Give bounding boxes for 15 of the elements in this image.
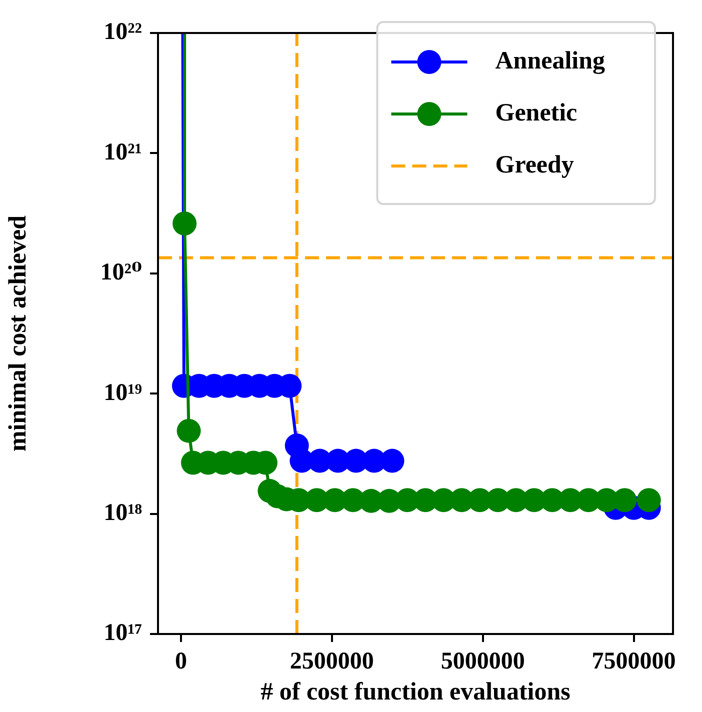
y-tick-label: 10¹⁹ — [104, 380, 142, 406]
x-tick-label: 5000000 — [440, 648, 525, 675]
legend-label: Genetic — [495, 99, 578, 126]
x-axis-title: # of cost function evaluations — [260, 678, 571, 706]
legend-label: Greedy — [495, 151, 574, 178]
y-tick-label: 10²² — [104, 19, 142, 46]
x-tick-label: 7500000 — [592, 648, 676, 675]
x-tick-label: 2500000 — [290, 648, 374, 675]
y-axis-title: minimal cost achieved — [4, 215, 32, 452]
y-tick-label: 10²¹ — [104, 139, 142, 166]
y-tick-label: 10¹⁷ — [104, 620, 142, 646]
x-tick-label: 0 — [174, 648, 187, 675]
y-tick-label: 10¹⁸ — [104, 500, 142, 526]
y-tick-label: 10²⁰ — [100, 260, 142, 286]
legend-label: Annealing — [495, 47, 606, 74]
